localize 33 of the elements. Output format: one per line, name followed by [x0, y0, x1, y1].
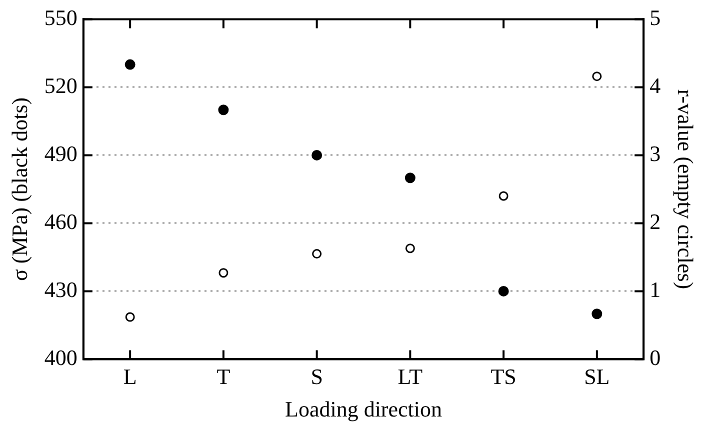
- x-tick-label: SL: [584, 364, 610, 390]
- x-tick-label: T: [216, 364, 231, 390]
- y-tick-label: 490: [44, 140, 78, 166]
- y2-axis-title: r-value (empty circles): [673, 89, 698, 290]
- y2-tick-label: 1: [650, 276, 661, 302]
- point: [312, 249, 322, 259]
- point: [405, 244, 415, 254]
- y-tick-label: 550: [44, 4, 78, 30]
- y2-tick-label: 2: [650, 208, 661, 234]
- y-tick-label: 520: [44, 72, 78, 98]
- y-tick-label: 400: [44, 344, 78, 370]
- point: [124, 59, 136, 70]
- x-tick-label: L: [123, 364, 137, 390]
- y-tick-label: 460: [44, 208, 78, 234]
- y-tick-label: 430: [44, 276, 78, 302]
- y-axis-title: σ (MPa) (black dots): [6, 97, 32, 281]
- x-axis-title: Loading direction: [284, 396, 442, 422]
- point: [312, 150, 322, 160]
- y2-tick-label: 5: [650, 4, 661, 30]
- point: [218, 104, 229, 116]
- point: [592, 308, 602, 320]
- y2-tick-label: 3: [650, 140, 661, 166]
- point: [125, 312, 135, 322]
- y2-tick-label: 0: [650, 344, 661, 370]
- point: [404, 172, 416, 184]
- point: [498, 191, 508, 201]
- point: [498, 286, 509, 296]
- x-tick-label: LT: [398, 364, 424, 390]
- x-tick-label: TS: [490, 364, 516, 390]
- y2-tick-label: 4: [650, 72, 661, 98]
- point: [592, 72, 602, 82]
- x-tick-label: S: [310, 364, 323, 390]
- point: [218, 268, 228, 278]
